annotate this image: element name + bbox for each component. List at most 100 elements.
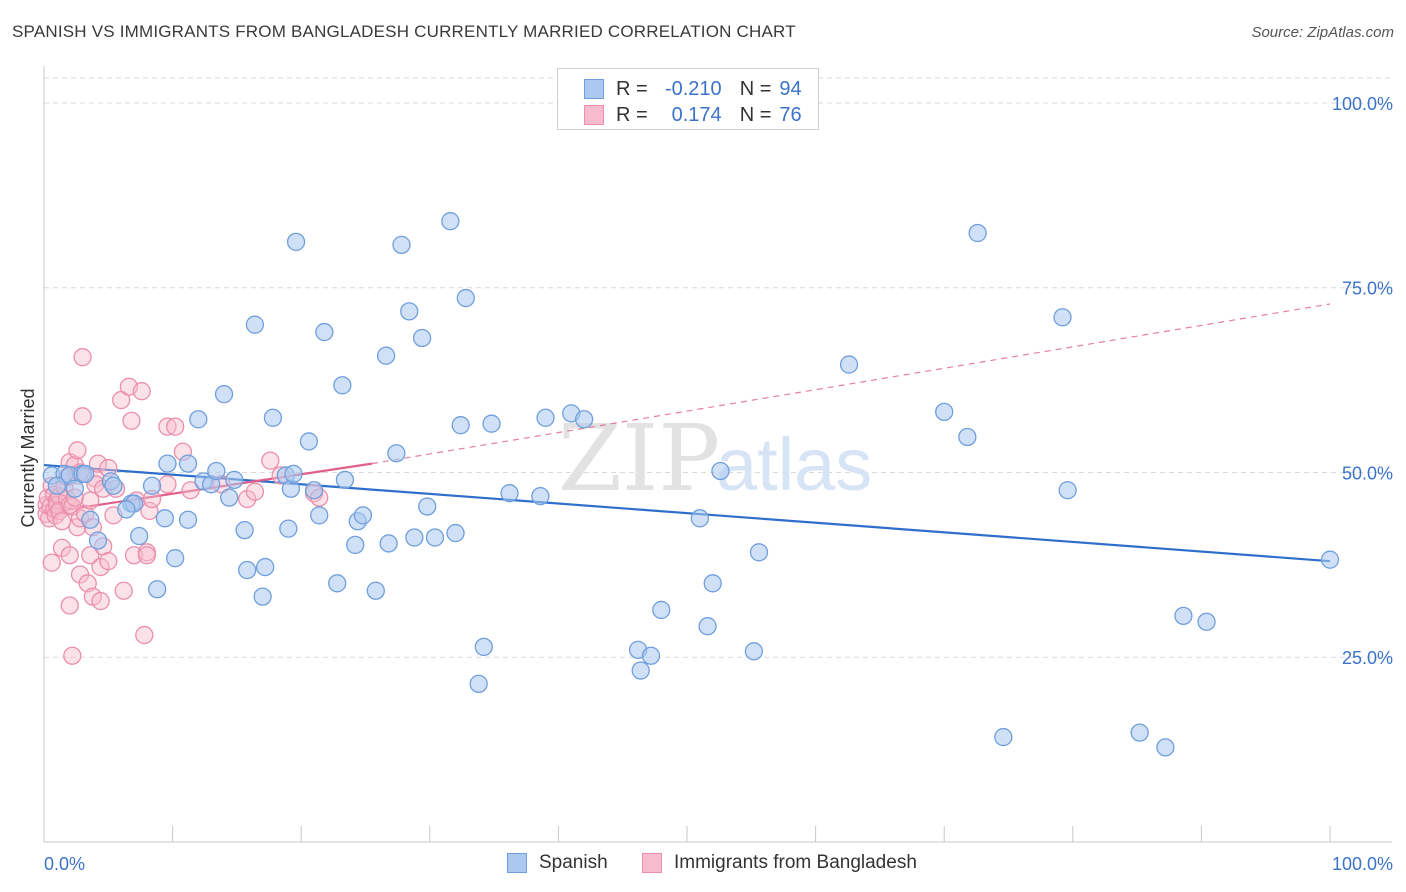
point-bangladesh — [238, 489, 257, 509]
point-bangladesh — [166, 417, 185, 436]
legend-n-label: N = — [739, 103, 772, 126]
point-spanish — [1197, 612, 1216, 631]
point-bangladesh — [73, 407, 92, 426]
point-bangladesh — [63, 646, 82, 665]
point-bangladesh — [114, 581, 133, 600]
point-bangladesh — [99, 552, 118, 571]
point-spanish — [335, 470, 355, 490]
point-spanish — [281, 479, 301, 498]
data-points — [37, 212, 1340, 757]
point-spanish — [263, 408, 283, 427]
axis-labels: 25.0% 50.0% 75.0% 100.0% 0.0% 100.0% — [44, 94, 1393, 874]
point-spanish — [446, 523, 465, 543]
point-bangladesh — [88, 454, 108, 473]
point-spanish — [935, 402, 954, 422]
legend-item-bangladesh: Immigrants from Bangladesh — [642, 852, 917, 874]
point-spanish — [253, 587, 272, 606]
point-spanish — [158, 454, 177, 473]
point-spanish — [387, 444, 406, 463]
watermark-atlas: atlas — [716, 423, 872, 506]
legend-swatch-blue — [584, 79, 604, 99]
point-spanish — [328, 574, 347, 593]
point-spanish — [142, 476, 162, 495]
point-spanish — [117, 500, 136, 519]
point-spanish — [425, 528, 445, 547]
point-bangladesh — [158, 475, 177, 494]
point-spanish — [418, 497, 437, 516]
correlation-legend: R = -0.210 N = 94 R = 0.174 N = 76 — [557, 68, 819, 130]
point-spanish — [104, 476, 123, 495]
point-spanish — [366, 581, 385, 600]
point-spanish — [178, 454, 198, 473]
point-bangladesh — [68, 441, 87, 460]
legend-n-value: 76 — [779, 103, 802, 126]
point-bangladesh — [52, 512, 72, 531]
point-spanish — [130, 526, 149, 546]
legend-r-label: R = — [616, 103, 648, 126]
point-spanish — [76, 464, 95, 484]
legend-n-value: 94 — [779, 77, 802, 100]
legend-label-bangladesh: Immigrants from Bangladesh — [674, 852, 917, 873]
point-spanish — [286, 232, 306, 252]
point-spanish — [235, 520, 254, 540]
point-bangladesh — [60, 596, 79, 615]
axes — [43, 66, 1392, 843]
point-spanish — [392, 235, 411, 254]
point-spanish — [245, 315, 265, 334]
point-spanish — [652, 600, 671, 620]
point-spanish — [304, 481, 324, 500]
point-spanish — [1156, 738, 1175, 757]
point-spanish — [531, 486, 550, 506]
legend-row-spanish: R = -0.210 N = 94 — [584, 77, 802, 101]
x-tick-label: 100.0% — [1332, 854, 1393, 874]
legend-swatch-blue — [507, 853, 527, 873]
point-spanish — [238, 560, 257, 580]
point-spanish — [839, 355, 859, 374]
point-spanish — [47, 476, 67, 495]
point-bangladesh — [91, 591, 110, 611]
point-spanish — [641, 646, 661, 665]
point-spanish — [469, 674, 488, 693]
point-spanish — [65, 479, 85, 498]
point-spanish — [310, 506, 329, 525]
point-bangladesh — [137, 546, 157, 565]
point-spanish — [441, 212, 460, 231]
point-spanish — [1320, 550, 1340, 569]
point-bangladesh — [52, 538, 72, 558]
point-spanish — [189, 410, 208, 429]
point-bangladesh — [140, 501, 159, 521]
point-spanish — [703, 574, 722, 593]
y-tick-label: 75.0% — [1342, 279, 1393, 299]
point-bangladesh — [81, 546, 100, 565]
legend-n-label: N = — [739, 77, 772, 100]
point-spanish — [405, 528, 424, 547]
point-spanish — [1053, 308, 1072, 327]
point-bangladesh — [245, 482, 265, 501]
point-spanish — [81, 510, 100, 529]
point-spanish — [214, 384, 234, 404]
y-tick-label: 100.0% — [1332, 94, 1393, 114]
point-spanish — [500, 484, 519, 503]
y-tick-label: 50.0% — [1342, 463, 1393, 483]
x-tick-label: 0.0% — [44, 854, 85, 874]
point-spanish — [284, 464, 303, 484]
point-spanish — [1174, 606, 1193, 626]
legend-r-label: R = — [616, 77, 648, 100]
series-legend: Spanish Immigrants from Bangladesh — [0, 852, 1406, 878]
trend-line-bangladesh-extrapolated — [371, 303, 1331, 465]
legend-label-spanish: Spanish — [539, 852, 608, 873]
point-spanish — [749, 543, 769, 562]
point-spanish — [958, 427, 977, 447]
watermark: ZIP atlas — [558, 405, 872, 512]
point-spanish — [225, 470, 244, 490]
point-spanish — [1130, 723, 1149, 742]
point-spanish — [536, 408, 555, 427]
point-bangladesh — [73, 348, 92, 367]
point-spanish — [353, 506, 373, 525]
point-bangladesh — [261, 451, 280, 470]
y-axis-title: Currently Married — [18, 388, 38, 527]
point-spanish — [400, 302, 419, 321]
point-spanish — [207, 461, 226, 481]
point-spanish — [690, 509, 710, 528]
point-spanish — [631, 661, 650, 680]
